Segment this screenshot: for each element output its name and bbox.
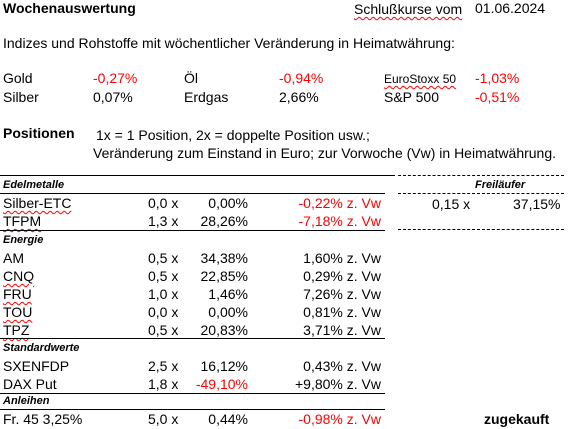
position-week-change: 0,81% z. Vw [303, 304, 381, 320]
section-rule [0, 230, 385, 231]
page-title: Wochenauswertung [3, 0, 136, 16]
position-week-change: -0,22% z. Vw [298, 195, 381, 211]
freilaeufer-title: Freiläufer [475, 179, 526, 191]
position-name: SXENFDP [3, 358, 70, 374]
position-total-change: 22,85% [200, 268, 248, 284]
index-value-erdgas: 2,66% [279, 89, 319, 105]
position-week-change: -7,18% z. Vw [298, 213, 381, 229]
index-name-sp500: S&P 500 [384, 89, 440, 105]
position-name: TOU [3, 304, 33, 320]
position-name: Fr. 45 3,25% [3, 411, 83, 427]
position-name: AM [3, 250, 24, 266]
freilaeufer-top-rule [398, 175, 564, 176]
position-factor: 2,5 x [148, 358, 179, 374]
position-name: TPZ [3, 322, 30, 338]
position-total-change: 20,83% [200, 322, 248, 338]
index-name-erdgas: Erdgas [184, 89, 229, 105]
section-rule [0, 393, 385, 394]
position-total-change: -49,10% [195, 376, 248, 392]
section-title-standardwerte: Standardwerte [3, 342, 80, 354]
position-total-change: 34,38% [200, 250, 248, 266]
position-total-change: 0,44% [208, 411, 248, 427]
position-factor: 1,3 x [148, 213, 179, 229]
index-name-silber: Silber [3, 89, 39, 105]
position-name: CNQ [3, 268, 35, 284]
index-name-gold: Gold [3, 70, 33, 86]
freilaeufer-header-rule [398, 193, 564, 194]
section-title-anleihen: Anleihen [3, 395, 50, 407]
position-week-change: 0,29% z. Vw [303, 268, 381, 284]
position-total-change: 0,00% [208, 195, 248, 211]
position-total-change: 28,26% [200, 213, 248, 229]
index-value-gold: -0,27% [93, 70, 138, 86]
position-factor: 0,5 x [148, 322, 179, 338]
section-rule [0, 338, 385, 339]
schlusskurse-label: Schlußkurse vom [354, 1, 463, 17]
positions-note-factor: 1x = 1 Position, 2x = doppelte Position … [96, 127, 370, 143]
report-date: 01.06.2024 [475, 0, 546, 16]
position-factor: 5,0 x [148, 411, 179, 427]
index-name-oel: Öl [184, 70, 198, 86]
table-top-rule [0, 175, 395, 176]
positions-note-change: Veränderung zum Einstand in Euro; zur Vo… [93, 145, 557, 161]
position-total-change: 16,12% [200, 358, 248, 374]
index-value-sp500: -0,51% [475, 89, 520, 105]
position-factor: 0,0 x [148, 195, 179, 211]
zugekauft-note: zugekauft [484, 411, 550, 427]
position-week-change: 3,71% z. Vw [303, 322, 381, 338]
positions-title: Positionen [3, 125, 75, 141]
index-value-oel: -0,94% [279, 70, 324, 86]
position-name: DAX Put [3, 376, 57, 392]
position-name: FRU [3, 286, 32, 302]
position-factor: 1,8 x [148, 376, 179, 392]
section-title-edelmetalle: Edelmetalle [3, 179, 65, 191]
index-value-eurostoxx: -1,03% [475, 70, 520, 86]
position-week-change: -0,98% z. Vw [298, 411, 381, 427]
section-title-energie: Energie [3, 234, 44, 246]
freilaeufer-bottom-rule [398, 229, 564, 230]
position-name: Silber-ETC [3, 195, 72, 211]
position-week-change: 1,60% z. Vw [303, 250, 381, 266]
position-total-change: 0,00% [208, 304, 248, 320]
position-total-change: 1,46% [208, 286, 248, 302]
section-rule [0, 193, 385, 194]
position-factor: 0,0 x [148, 304, 179, 320]
index-value-silber: 0,07% [93, 89, 133, 105]
position-name: TFPM [3, 213, 42, 229]
indices-intro: Indizes und Rohstoffe mit wöchentlicher … [3, 35, 455, 51]
position-factor: 1,0 x [148, 286, 179, 302]
freilaeufer-change: 37,15% [513, 196, 561, 212]
position-factor: 0,5 x [148, 250, 179, 266]
position-factor: 0,5 x [148, 268, 179, 284]
freilaeufer-factor: 0,15 x [432, 196, 471, 212]
position-week-change: +9,80% z. Vw [295, 376, 381, 392]
section-rule [0, 409, 385, 410]
position-week-change: 7,26% z. Vw [303, 286, 381, 302]
index-name-eurostoxx: EuroStoxx 50 [384, 72, 457, 86]
position-week-change: 0,43% z. Vw [303, 358, 381, 374]
